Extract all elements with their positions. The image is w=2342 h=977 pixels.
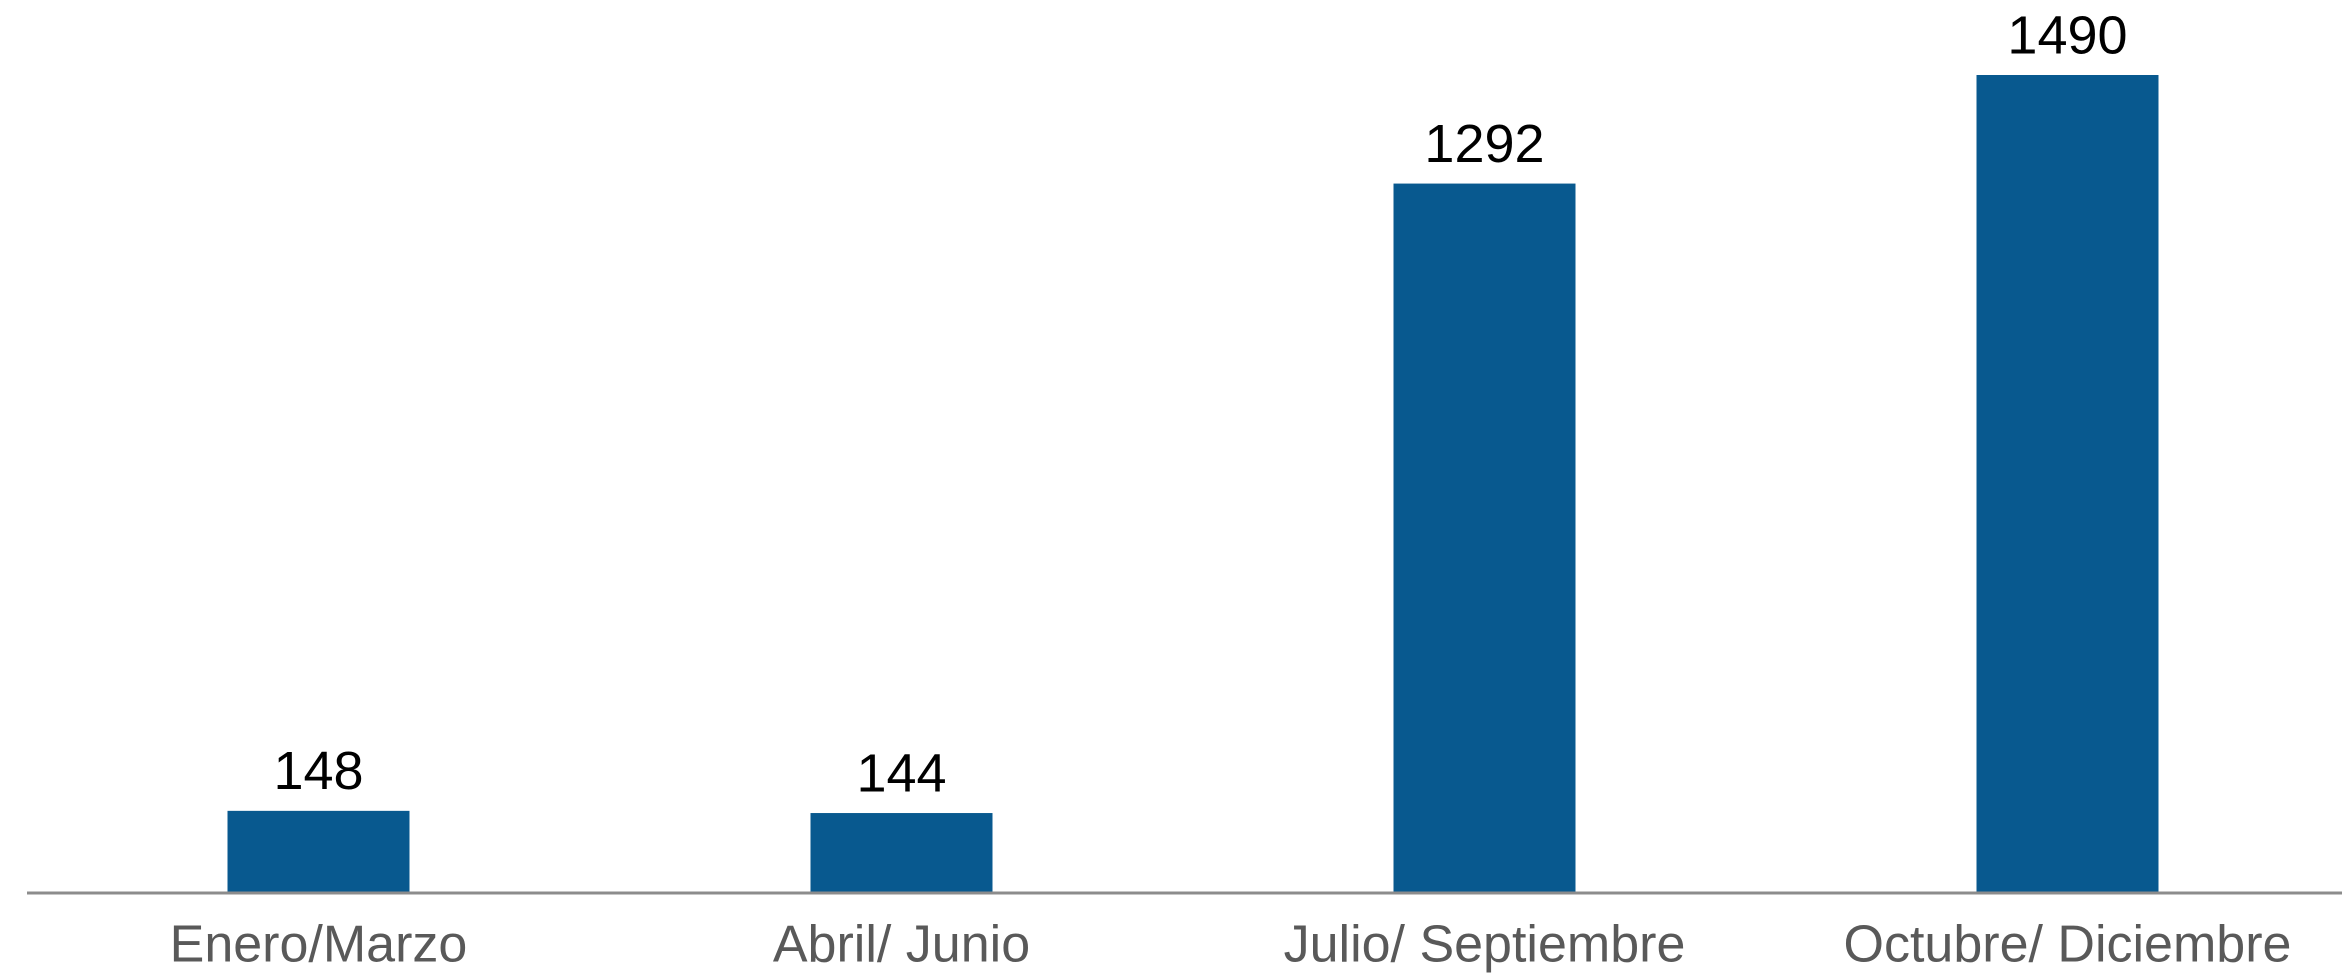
data-label: 148 xyxy=(273,741,363,801)
bar xyxy=(810,813,993,892)
data-label: 144 xyxy=(856,743,946,803)
x-tick-label: Julio/ Septiembre xyxy=(1284,916,1686,974)
data-label: 1490 xyxy=(2007,5,2127,65)
x-tick-label: Enero/Marzo xyxy=(170,916,468,974)
bar xyxy=(1393,183,1576,893)
bar xyxy=(1976,75,2159,892)
data-label: 1292 xyxy=(1424,114,1544,174)
bar xyxy=(227,810,410,892)
x-tick-label: Octubre/ Diciembre xyxy=(1844,916,2292,974)
x-tick-label: Abril/ Junio xyxy=(773,916,1030,974)
